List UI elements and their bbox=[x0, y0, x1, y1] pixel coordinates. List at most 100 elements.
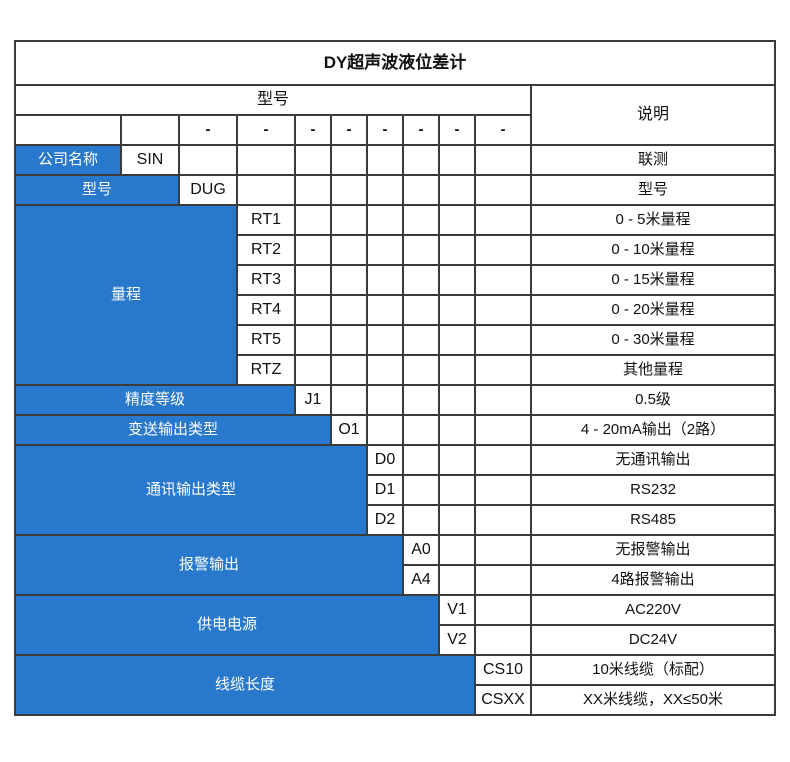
code-cell: D2 bbox=[366, 504, 404, 536]
empty-cell bbox=[474, 324, 532, 356]
empty-cell bbox=[474, 144, 532, 176]
empty-cell bbox=[330, 294, 368, 326]
empty-cell bbox=[236, 144, 296, 176]
code-cell: O1 bbox=[330, 414, 368, 446]
empty-cell bbox=[402, 144, 440, 176]
empty-cell bbox=[402, 204, 440, 236]
empty-cell bbox=[294, 234, 332, 266]
section-transmitter-output-row: 变送输出类型 O1 4 - 20mA输出（2路） bbox=[14, 414, 776, 446]
empty-cell bbox=[402, 414, 440, 446]
description-cell: 0 - 20米量程 bbox=[530, 294, 776, 326]
section-power-supply-row: V2 DC24V bbox=[15, 624, 776, 656]
empty-cell bbox=[474, 384, 532, 416]
empty-cell bbox=[474, 624, 532, 656]
code-cell: D1 bbox=[366, 474, 404, 506]
empty-cell bbox=[474, 564, 532, 596]
table-title: DY超声波液位差计 bbox=[14, 40, 776, 86]
section-comm-output-row: D1 RS232 bbox=[15, 474, 776, 506]
section-label-alarm-output: 报警输出 bbox=[14, 534, 404, 596]
empty-cell bbox=[402, 294, 440, 326]
empty-cell bbox=[474, 534, 532, 566]
dash-cell: - bbox=[330, 114, 368, 146]
empty-cell bbox=[474, 204, 532, 236]
header-row: 型号 说明 bbox=[14, 84, 776, 146]
section-comm-output-row: 通讯输出类型 D0 无通讯输出 bbox=[14, 444, 776, 536]
section-label-model: 型号 bbox=[14, 174, 180, 206]
description-header: 说明 bbox=[530, 84, 776, 146]
empty-cell bbox=[366, 414, 404, 446]
code-cell: A0 bbox=[402, 534, 440, 566]
empty-cell bbox=[294, 174, 332, 206]
empty-cell bbox=[330, 204, 368, 236]
empty-cell bbox=[402, 234, 440, 266]
empty-cell bbox=[330, 384, 368, 416]
empty-cell bbox=[178, 144, 238, 176]
section-label-accuracy-class: 精度等级 bbox=[14, 384, 296, 416]
empty-cell bbox=[474, 414, 532, 446]
section-range-row: RTZ 其他量程 bbox=[15, 354, 776, 386]
empty-cell bbox=[366, 354, 404, 386]
model-selection-table: DY超声波液位差计 型号 说明 - - - - - - - - 公司名称 SIN bbox=[14, 40, 776, 716]
empty-cell bbox=[366, 144, 404, 176]
empty-cell bbox=[294, 324, 332, 356]
description-cell: 4 - 20mA输出（2路） bbox=[530, 414, 776, 446]
description-cell: 型号 bbox=[530, 174, 776, 206]
empty-cell bbox=[474, 174, 532, 206]
empty-cell bbox=[474, 354, 532, 386]
section-alarm-output-row: A4 4路报警输出 bbox=[15, 564, 776, 596]
description-cell: 0 - 30米量程 bbox=[530, 324, 776, 356]
empty-cell bbox=[330, 234, 368, 266]
dash-cell: - bbox=[438, 114, 476, 146]
empty-cell bbox=[438, 324, 476, 356]
separator-row: - - - - - - - - bbox=[14, 114, 775, 146]
empty-cell bbox=[474, 474, 532, 506]
code-cell: CSXX bbox=[474, 684, 532, 716]
empty-cell bbox=[402, 444, 440, 476]
section-range-row: RT5 0 - 30米量程 bbox=[15, 324, 776, 356]
empty-cell bbox=[366, 294, 404, 326]
description-cell: 0 - 15米量程 bbox=[530, 264, 776, 296]
description-cell: 无报警输出 bbox=[530, 534, 776, 566]
empty-cell bbox=[402, 324, 440, 356]
empty-cell bbox=[402, 174, 440, 206]
code-cell: J1 bbox=[294, 384, 332, 416]
empty-cell bbox=[438, 384, 476, 416]
section-cable-length-row: CSXX XX米线缆，XX≤50米 bbox=[15, 684, 776, 716]
empty-cell bbox=[366, 234, 404, 266]
section-label-power-supply: 供电电源 bbox=[14, 594, 440, 656]
empty-cell bbox=[474, 264, 532, 296]
empty-cell bbox=[402, 504, 440, 536]
section-alarm-output-row: 报警输出 A0 无报警输出 bbox=[14, 534, 776, 596]
empty-cell bbox=[402, 264, 440, 296]
section-comm-output-row: D2 RS485 bbox=[15, 504, 776, 536]
description-cell: 无通讯输出 bbox=[530, 444, 776, 476]
description-cell: 0 - 5米量程 bbox=[530, 204, 776, 236]
code-cell: RT3 bbox=[236, 264, 296, 296]
empty-cell bbox=[330, 144, 368, 176]
empty-cell bbox=[438, 534, 476, 566]
code-cell: RT1 bbox=[236, 204, 296, 236]
dash-cell: - bbox=[294, 114, 332, 146]
code-cell: V1 bbox=[438, 594, 476, 626]
code-cell: SIN bbox=[120, 144, 180, 176]
code-cell: A4 bbox=[402, 564, 440, 596]
empty-cell bbox=[402, 474, 440, 506]
description-cell: RS232 bbox=[530, 474, 776, 506]
empty-cell bbox=[438, 204, 476, 236]
code-cell: RT4 bbox=[236, 294, 296, 326]
empty-cell bbox=[438, 264, 476, 296]
code-cell: V2 bbox=[438, 624, 476, 656]
empty-cell bbox=[474, 594, 532, 626]
empty-cell bbox=[438, 414, 476, 446]
dash-cell: - bbox=[366, 114, 404, 146]
empty-cell bbox=[438, 474, 476, 506]
section-accuracy-row: 精度等级 J1 0.5级 bbox=[14, 384, 776, 416]
code-cell: D0 bbox=[366, 444, 404, 476]
description-cell: 0 - 10米量程 bbox=[530, 234, 776, 266]
section-cable-length-row: 线缆长度 CS10 10米线缆（标配） bbox=[14, 654, 776, 716]
empty-cell bbox=[120, 114, 180, 146]
description-cell: 10米线缆（标配） bbox=[530, 654, 776, 686]
empty-cell bbox=[474, 234, 532, 266]
dash-cell: - bbox=[474, 114, 532, 146]
description-cell: AC220V bbox=[530, 594, 776, 626]
